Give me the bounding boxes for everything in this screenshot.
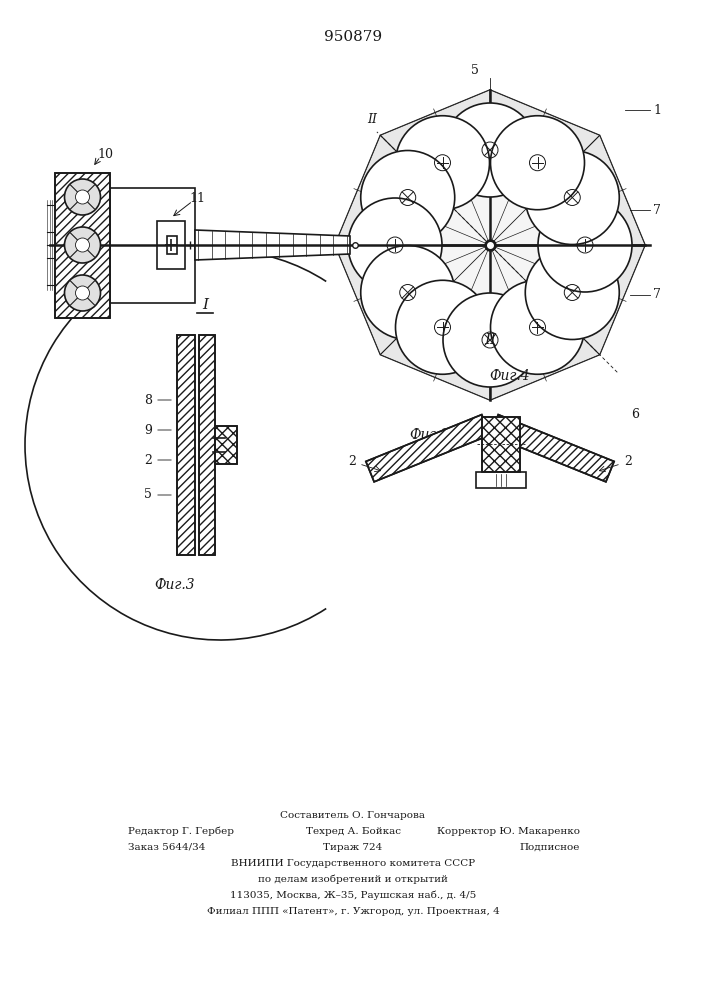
Text: 11: 11 bbox=[189, 192, 206, 206]
Text: 7: 7 bbox=[653, 288, 661, 302]
Polygon shape bbox=[215, 426, 237, 464]
Text: 2: 2 bbox=[144, 454, 152, 466]
Polygon shape bbox=[380, 90, 490, 152]
Text: Редактор Г. Гербер: Редактор Г. Гербер bbox=[128, 826, 234, 836]
Text: 7: 7 bbox=[653, 204, 661, 217]
Polygon shape bbox=[55, 172, 110, 318]
Text: Техред А. Бойкас: Техред А. Бойкас bbox=[305, 826, 400, 836]
Text: Составитель О. Гончарова: Составитель О. Гончарова bbox=[281, 810, 426, 820]
Polygon shape bbox=[177, 335, 195, 555]
Polygon shape bbox=[482, 416, 520, 472]
Circle shape bbox=[525, 245, 619, 340]
Polygon shape bbox=[583, 135, 645, 245]
Text: Корректор Ю. Макаренко: Корректор Ю. Макаренко bbox=[437, 826, 580, 836]
Text: 6: 6 bbox=[631, 408, 639, 422]
Text: Заказ 5644/34: Заказ 5644/34 bbox=[128, 842, 205, 852]
Polygon shape bbox=[335, 245, 397, 355]
Circle shape bbox=[76, 286, 90, 300]
Polygon shape bbox=[110, 188, 195, 302]
Text: по делам изобретений и открытий: по делам изобретений и открытий bbox=[258, 874, 448, 884]
Circle shape bbox=[525, 150, 619, 244]
Text: Фиг.3: Фиг.3 bbox=[155, 578, 195, 592]
Polygon shape bbox=[157, 221, 185, 269]
Text: 8: 8 bbox=[144, 393, 152, 406]
Circle shape bbox=[64, 227, 100, 263]
Polygon shape bbox=[490, 415, 614, 482]
Polygon shape bbox=[195, 230, 350, 260]
Circle shape bbox=[361, 245, 455, 340]
Circle shape bbox=[443, 103, 537, 197]
Polygon shape bbox=[476, 472, 526, 488]
Polygon shape bbox=[167, 236, 177, 254]
Text: Подписное: Подписное bbox=[520, 842, 580, 852]
Circle shape bbox=[538, 198, 632, 292]
Text: 5: 5 bbox=[144, 488, 152, 502]
Polygon shape bbox=[199, 335, 215, 555]
Text: Филиал ППП «Патент», г. Ужгород, ул. Проектная, 4: Филиал ППП «Патент», г. Ужгород, ул. Про… bbox=[206, 906, 499, 916]
Polygon shape bbox=[380, 338, 490, 400]
Text: 950879: 950879 bbox=[324, 30, 382, 44]
Polygon shape bbox=[335, 90, 645, 400]
Circle shape bbox=[76, 238, 90, 252]
Text: ВНИИПИ Государственного комитета СССР: ВНИИПИ Государственного комитета СССР bbox=[231, 858, 475, 867]
Text: 1: 1 bbox=[653, 104, 661, 116]
Polygon shape bbox=[490, 90, 600, 152]
Polygon shape bbox=[335, 135, 397, 245]
Polygon shape bbox=[583, 245, 645, 355]
Text: II: II bbox=[484, 333, 496, 347]
Polygon shape bbox=[490, 338, 600, 400]
Text: Тираж 724: Тираж 724 bbox=[323, 842, 382, 852]
Text: II: II bbox=[367, 113, 377, 126]
Circle shape bbox=[395, 280, 489, 374]
Text: 113035, Москва, Ж–35, Раушская наб., д. 4/5: 113035, Москва, Ж–35, Раушская наб., д. … bbox=[230, 890, 476, 900]
Text: 9: 9 bbox=[144, 424, 152, 436]
Circle shape bbox=[76, 190, 90, 204]
Text: I: I bbox=[202, 298, 208, 312]
Polygon shape bbox=[366, 415, 490, 482]
Text: 10: 10 bbox=[98, 148, 114, 161]
Circle shape bbox=[348, 198, 442, 292]
Text: Фиг.2: Фиг.2 bbox=[409, 428, 450, 442]
Text: 5: 5 bbox=[471, 64, 479, 77]
Circle shape bbox=[64, 275, 100, 311]
Circle shape bbox=[361, 150, 455, 244]
Text: Фиг.4: Фиг.4 bbox=[490, 369, 530, 383]
Circle shape bbox=[443, 293, 537, 387]
Circle shape bbox=[395, 116, 489, 210]
Text: 2: 2 bbox=[624, 455, 632, 468]
Circle shape bbox=[64, 179, 100, 215]
Text: 2: 2 bbox=[349, 455, 356, 468]
Circle shape bbox=[491, 116, 585, 210]
Circle shape bbox=[491, 280, 585, 374]
